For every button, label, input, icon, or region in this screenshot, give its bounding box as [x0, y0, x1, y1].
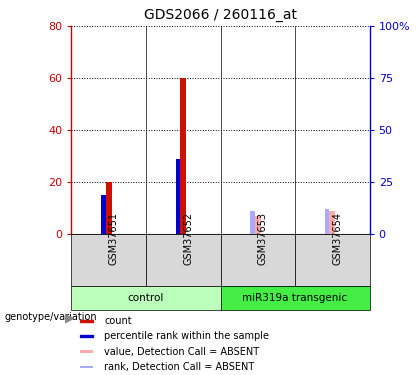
Text: count: count [104, 316, 132, 326]
Bar [71, 286, 220, 310]
Text: miR319a transgenic: miR319a transgenic [242, 293, 348, 303]
Bar [250, 211, 255, 234]
Bar [106, 182, 112, 234]
Bar [101, 195, 106, 234]
Bar [220, 234, 295, 286]
Bar [220, 286, 370, 310]
Bar [80, 350, 93, 353]
Text: GSM37654: GSM37654 [332, 212, 342, 265]
Text: GSM37653: GSM37653 [258, 212, 268, 265]
Bar [71, 234, 146, 286]
Bar [325, 209, 329, 234]
Bar [255, 216, 261, 234]
Bar [146, 234, 220, 286]
Bar [329, 211, 335, 234]
Text: GSM37651: GSM37651 [109, 212, 119, 265]
Bar [80, 320, 93, 322]
Text: rank, Detection Call = ABSENT: rank, Detection Call = ABSENT [104, 362, 255, 372]
Text: value, Detection Call = ABSENT: value, Detection Call = ABSENT [104, 346, 259, 357]
Bar [295, 234, 370, 286]
Bar [80, 335, 93, 338]
Text: ▶: ▶ [65, 312, 75, 324]
Text: GSM37652: GSM37652 [183, 212, 193, 265]
Text: control: control [128, 293, 164, 303]
Text: percentile rank within the sample: percentile rank within the sample [104, 331, 269, 341]
Bar [80, 366, 93, 368]
Bar [176, 159, 180, 234]
Title: GDS2066 / 260116_at: GDS2066 / 260116_at [144, 9, 297, 22]
Text: genotype/variation: genotype/variation [4, 312, 97, 322]
Bar [180, 78, 186, 234]
